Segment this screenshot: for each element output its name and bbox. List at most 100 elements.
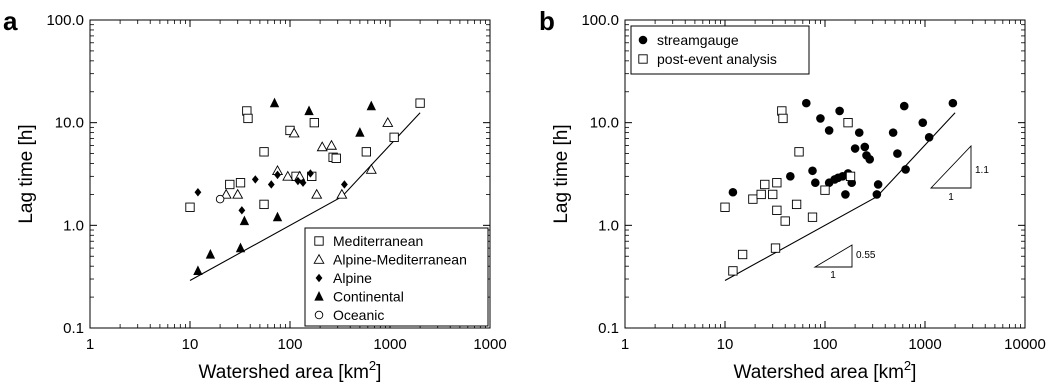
- data-point: [860, 142, 870, 152]
- legend-label: streamgauge: [657, 32, 739, 48]
- x-tick-label: 1000: [473, 336, 506, 353]
- data-point: [850, 144, 860, 153]
- data-point: [259, 199, 269, 210]
- x-tick-label: 10: [717, 336, 734, 353]
- data-point: [282, 170, 294, 181]
- legend-label: post-event analysis: [657, 51, 777, 67]
- legend-label: Oceanic: [333, 307, 384, 323]
- data-point: [835, 106, 844, 116]
- data-point: [288, 127, 300, 138]
- x-tick-label: 1: [86, 336, 94, 353]
- x-axis-label-sup: 2: [904, 358, 911, 373]
- data-point: [382, 116, 394, 127]
- x-axis-label-end: ]: [911, 362, 916, 383]
- data-point: [269, 97, 280, 108]
- data-point: [820, 185, 830, 195]
- data-point: [893, 149, 902, 158]
- data-point: [816, 114, 825, 123]
- legend-box: [304, 227, 489, 327]
- data-point: [918, 118, 928, 127]
- legend-marker: [638, 54, 648, 64]
- data-point: [841, 190, 850, 199]
- slope-triangle-0.55: [813, 244, 853, 268]
- panel-label: a: [3, 6, 18, 36]
- data-point: [341, 180, 348, 189]
- series-mediterranean: [185, 98, 425, 212]
- data-point: [843, 118, 853, 128]
- data-point: [901, 165, 910, 174]
- data-point: [778, 113, 788, 124]
- data-point: [748, 194, 758, 204]
- data-point: [235, 178, 246, 188]
- data-point: [415, 98, 425, 108]
- data-point: [311, 188, 323, 199]
- data-point: [294, 176, 302, 186]
- series-oceanic: [215, 194, 225, 204]
- data-point: [728, 187, 738, 197]
- data-point: [794, 147, 804, 157]
- y-tick-label: 100.0: [581, 12, 619, 29]
- y-tick-label: 0.1: [63, 320, 84, 337]
- data-point: [325, 139, 338, 150]
- data-point: [307, 169, 314, 178]
- data-point: [720, 202, 730, 212]
- data-point: [331, 153, 341, 163]
- slope-label: 1.1: [975, 165, 989, 176]
- y-tick-label: 0.1: [598, 320, 619, 337]
- y-tick-label: 100.0: [46, 12, 84, 29]
- x-tick-label: 1000: [908, 336, 941, 353]
- data-point: [899, 101, 909, 111]
- data-point: [194, 188, 202, 197]
- data-point: [772, 205, 782, 215]
- slope-base-label: 1: [830, 270, 836, 281]
- data-point: [756, 189, 766, 200]
- data-point: [366, 100, 376, 111]
- legend-marker: [314, 236, 324, 246]
- x-tick-label: 100: [812, 336, 837, 353]
- series-post-event-analysis: [720, 106, 856, 276]
- data-point: [389, 132, 399, 142]
- data-point: [807, 212, 818, 222]
- x-tick-label: 10: [182, 336, 199, 353]
- data-point: [824, 126, 834, 135]
- data-point: [220, 188, 232, 199]
- data-point: [854, 128, 864, 137]
- x-tick-label: 100: [277, 336, 302, 353]
- x-axis-label-end: ]: [376, 362, 381, 383]
- y-axis-label: Lag time [h]: [16, 124, 37, 223]
- data-point: [267, 180, 275, 189]
- panel-a: a 1 10 100 1000 1000 0.1 1.0 10.0 100.0 Watershed …: [3, 6, 507, 383]
- x-axis-label-main: Watershed area [km: [734, 362, 904, 383]
- legend-label: Alpine: [333, 270, 372, 286]
- data-point: [948, 98, 958, 108]
- data-point: [865, 154, 875, 164]
- data-point: [791, 199, 802, 210]
- data-point: [215, 194, 225, 204]
- data-point: [770, 243, 781, 253]
- data-point: [737, 249, 748, 260]
- slope-triangle-1.1: [929, 144, 972, 189]
- x-axis-label-main: Watershed area [km: [199, 362, 369, 383]
- y-tick-label: 10.0: [55, 115, 84, 132]
- series-alpine-mediterranean: [220, 116, 394, 199]
- data-point: [316, 141, 328, 152]
- data-point: [768, 189, 778, 200]
- legend-marker: [638, 35, 648, 45]
- legend-marker: [314, 310, 324, 320]
- x-tick-label: 10000: [1004, 336, 1046, 353]
- legend-label: Alpine-Mediterranean: [333, 252, 467, 268]
- data-point: [232, 188, 244, 199]
- data-point: [924, 133, 934, 142]
- data-point: [239, 215, 250, 226]
- data-point: [235, 242, 246, 253]
- data-point: [185, 202, 195, 212]
- data-point: [772, 178, 782, 188]
- data-point: [304, 105, 314, 116]
- data-point: [365, 163, 377, 174]
- data-point: [845, 171, 856, 181]
- series-alpine: [194, 169, 348, 215]
- y-axis-label: Lag time [h]: [551, 124, 572, 223]
- data-point: [259, 147, 269, 157]
- legend-marker: [313, 253, 325, 264]
